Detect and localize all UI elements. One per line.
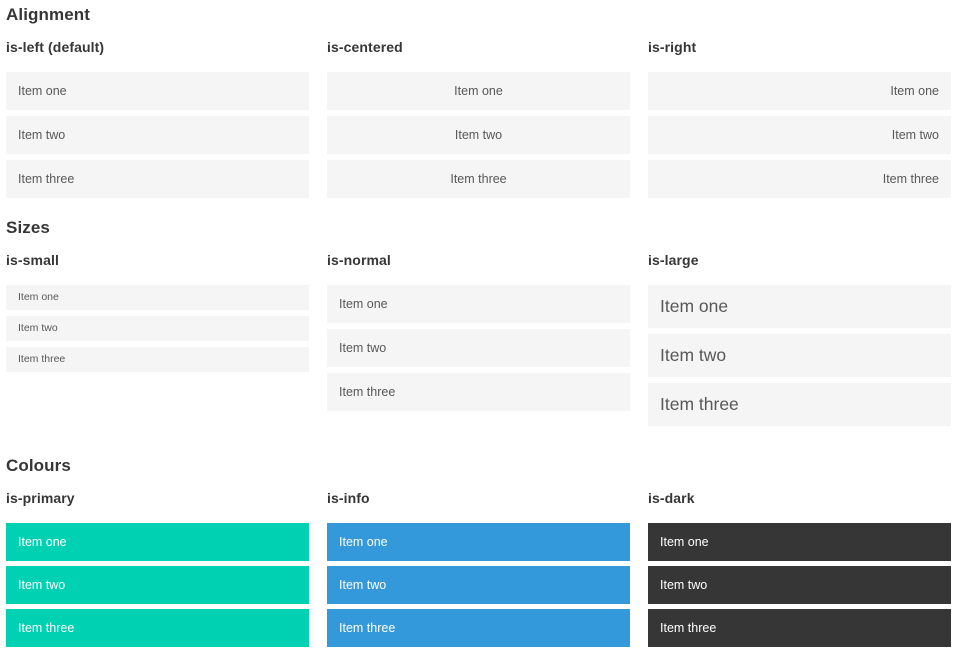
section-title-colours: Colours [6,456,71,475]
list-item[interactable]: Item one [648,285,951,328]
list-item[interactable]: Item three [6,160,309,198]
item-list-centered: Item one Item two Item three [327,72,630,198]
list-item[interactable]: Item three [648,383,951,426]
list-item[interactable]: Item one [327,285,630,323]
list-item[interactable]: Item three [6,609,309,647]
item-list-small: Item one Item two Item three [6,285,309,372]
item-list-dark: Item one Item two Item three [648,523,951,647]
colours-examples-row: is-primary Item one Item two Item three … [6,490,951,652]
example-label-is-large: is-large [648,252,699,268]
example-is-small: is-small Item one Item two Item three [6,252,309,378]
list-item[interactable]: Item three [327,609,630,647]
example-is-primary: is-primary Item one Item two Item three [6,490,309,652]
list-item[interactable]: Item one [648,72,951,110]
list-item[interactable]: Item two [6,316,309,341]
example-label-is-small: is-small [6,252,59,268]
example-label-is-right: is-right [648,39,697,55]
list-item[interactable]: Item three [648,160,951,198]
example-is-large: is-large Item one Item two Item three [648,252,951,432]
list-item[interactable]: Item one [648,523,951,561]
list-item[interactable]: Item three [6,347,309,372]
list-item[interactable]: Item one [6,523,309,561]
list-item[interactable]: Item three [327,373,630,411]
item-list-left: Item one Item two Item three [6,72,309,198]
example-is-info: is-info Item one Item two Item three [327,490,630,652]
example-is-normal: is-normal Item one Item two Item three [327,252,630,417]
list-item[interactable]: Item two [648,334,951,377]
example-label-is-left: is-left (default) [6,39,105,55]
item-list-primary: Item one Item two Item three [6,523,309,647]
section-sizes: Sizes is-small Item one Item two Item th… [6,218,951,432]
list-item[interactable]: Item one [327,523,630,561]
list-item[interactable]: Item two [6,566,309,604]
example-is-left: is-left (default) Item one Item two Item… [6,39,309,204]
section-title-alignment: Alignment [6,5,91,24]
item-list-info: Item one Item two Item three [327,523,630,647]
sizes-examples-row: is-small Item one Item two Item three is… [6,252,951,432]
example-label-is-primary: is-primary [6,490,75,506]
list-item[interactable]: Item three [327,160,630,198]
section-title-sizes: Sizes [6,218,50,237]
list-item[interactable]: Item two [327,329,630,367]
list-item[interactable]: Item two [6,116,309,154]
example-label-is-dark: is-dark [648,490,695,506]
item-list-normal: Item one Item two Item three [327,285,630,411]
list-item[interactable]: Item two [648,566,951,604]
list-item[interactable]: Item two [327,566,630,604]
section-alignment: Alignment is-left (default) Item one Ite… [6,5,951,204]
example-label-is-centered: is-centered [327,39,403,55]
section-colours: Colours is-primary Item one Item two Ite… [6,456,951,652]
example-is-dark: is-dark Item one Item two Item three [648,490,951,652]
alignment-examples-row: is-left (default) Item one Item two Item… [6,39,951,204]
list-item[interactable]: Item one [327,72,630,110]
list-item[interactable]: Item three [648,609,951,647]
item-list-large: Item one Item two Item three [648,285,951,426]
example-label-is-info: is-info [327,490,370,506]
list-item[interactable]: Item two [648,116,951,154]
example-is-centered: is-centered Item one Item two Item three [327,39,630,204]
list-item[interactable]: Item two [327,116,630,154]
list-item[interactable]: Item one [6,285,309,310]
example-is-right: is-right Item one Item two Item three [648,39,951,204]
example-label-is-normal: is-normal [327,252,391,268]
list-item[interactable]: Item one [6,72,309,110]
item-list-right: Item one Item two Item three [648,72,951,198]
